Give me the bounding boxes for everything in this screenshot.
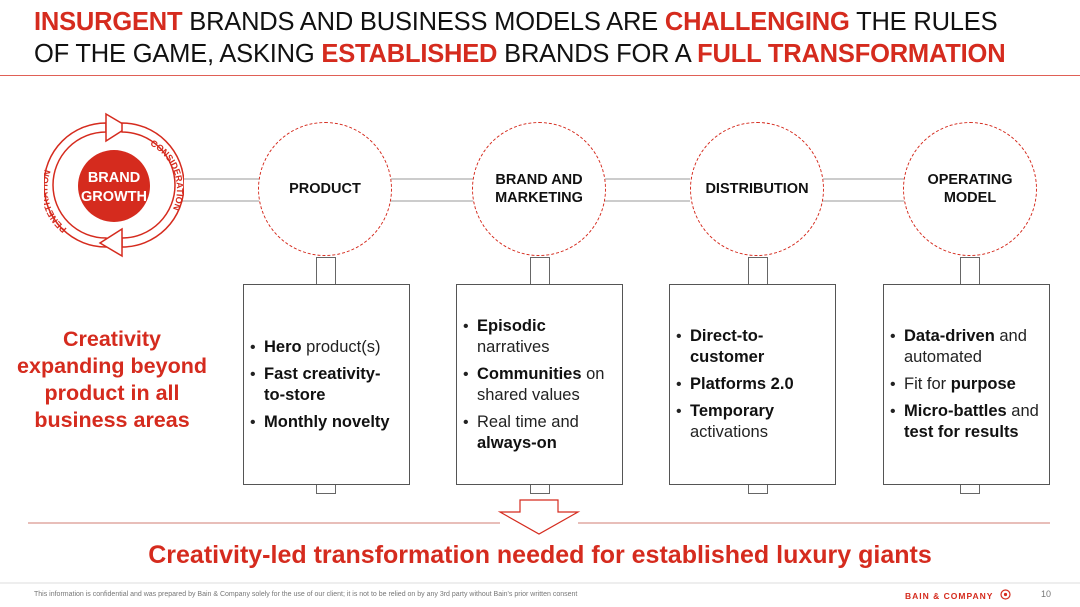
- pillar-name: OPERATING MODEL: [927, 172, 1013, 206]
- bullet-segment: always-on: [477, 433, 557, 452]
- bullet-item: Episodic narratives: [463, 316, 614, 358]
- pillar-circle-product: PRODUCT: [258, 122, 392, 256]
- conclusion-arrow-rule: [28, 499, 1050, 535]
- brand-growth-line2: GROWTH: [81, 189, 147, 205]
- bullet-segment: product(s): [301, 337, 381, 356]
- footer-disclaimer: This information is confidential and was…: [34, 591, 578, 598]
- pillar-circle-distribution: DISTRIBUTION: [690, 122, 824, 256]
- bullet-segment: Episodic: [477, 316, 546, 335]
- pillar-circle-brand-marketing: BRAND AND MARKETING: [472, 122, 606, 256]
- bain-logo-icon: [1000, 589, 1011, 600]
- bullet-segment: on shared values: [477, 364, 605, 404]
- bullet-item: Platforms 2.0: [676, 374, 827, 395]
- title-segment: BRANDS AND BUSINESS MODELS ARE: [182, 8, 665, 36]
- bullet-segment: Monthly novelty: [264, 412, 390, 431]
- bullet-item: Real time and always-on: [463, 412, 614, 454]
- title-segment: ESTABLISHED: [321, 40, 498, 68]
- bullet-item: Data-driven and automated: [890, 326, 1041, 368]
- bullet-segment: Hero: [264, 337, 302, 356]
- pillar-name: PRODUCT: [289, 181, 361, 197]
- pillar-box-distribution: Direct-to-customer Platforms 2.0 Temporary…: [669, 284, 836, 485]
- bullet-item: Monthly novelty: [250, 412, 401, 433]
- pillar-circle-operating-model: OPERATING MODEL: [903, 122, 1037, 256]
- tab-bottom: [748, 484, 768, 494]
- bullet-item: Hero product(s): [250, 337, 401, 358]
- creativity-statement: Creativity expanding beyond product in a…: [17, 327, 207, 432]
- bullet-item: Micro-battles and test for results: [890, 401, 1041, 443]
- title-segment: OF THE GAME, ASKING: [34, 40, 322, 68]
- cycle-arrowhead-bottom-icon: [98, 227, 123, 258]
- pillar-box-brand-marketing: Episodic narratives Communities on shared…: [456, 284, 623, 485]
- bullet-segment: Real time and: [477, 412, 579, 431]
- tab-top: [748, 257, 768, 285]
- title-segment: CHALLENGING: [664, 8, 850, 36]
- pillar-name: DISTRIBUTION: [705, 181, 809, 197]
- title-segment: BRANDS FOR A: [497, 40, 698, 68]
- pillar-box-operating-model: Data-driven and automated Fit for purpose…: [883, 284, 1050, 485]
- bullet-segment: Fast creativity-to-store: [264, 364, 381, 404]
- bullet-item: Temporary activations: [676, 401, 827, 443]
- title-line-2: OF THE GAME, ASKING ESTABLISHED BRANDS F…: [34, 38, 1074, 70]
- tab-bottom: [316, 484, 336, 494]
- title-segment: THE RULES: [849, 8, 998, 36]
- bullet-segment: Direct-to-customer: [690, 327, 765, 366]
- bain-logo-text: BAIN & COMPANY: [905, 591, 994, 601]
- pillar-box-product: Hero product(s) Fast creativity-to-store M…: [243, 284, 410, 485]
- bullet-segment: Platforms 2.0: [690, 375, 794, 393]
- bullet-segment: Data-driven: [904, 327, 995, 345]
- tab-bottom: [530, 484, 550, 494]
- bullet-segment: and: [1006, 402, 1039, 420]
- bain-logo: BAIN & COMPANY: [905, 589, 1011, 601]
- title-line-1: INSURGENT BRANDS AND BUSINESS MODELS ARE…: [34, 6, 1074, 38]
- bullet-segment: Temporary: [690, 402, 775, 420]
- title-underline: [0, 75, 1080, 76]
- title-segment: FULL TRANSFORMATION: [697, 40, 1006, 68]
- brand-growth-line1: BRAND: [88, 170, 140, 186]
- brand-growth-disc: [78, 150, 150, 222]
- bullet-segment: test for results: [904, 423, 1019, 441]
- bullet-segment: purpose: [950, 375, 1016, 393]
- slide-title: INSURGENT BRANDS AND BUSINESS MODELS ARE…: [34, 6, 1074, 70]
- cycle-arrowhead-top-icon: [105, 112, 130, 143]
- bullet-segment: activations: [690, 423, 768, 441]
- title-segment: INSURGENT: [34, 8, 183, 36]
- bullet-segment: Fit for: [904, 375, 951, 393]
- bullet-item: Fit for purpose: [890, 374, 1041, 395]
- bullet-segment: and automated: [904, 327, 1027, 366]
- page-number: 10: [1041, 589, 1052, 599]
- conclusion-text: Creativity-led transformation needed for…: [148, 541, 932, 569]
- pillar-name: BRAND AND MARKETING: [495, 172, 583, 206]
- down-arrow-icon: [497, 499, 581, 535]
- bullet-segment: narratives: [477, 337, 550, 356]
- tab-top: [316, 257, 336, 285]
- tab-top: [960, 257, 980, 285]
- cycle-arc-right: [121, 122, 185, 248]
- brand-growth-cycle: BRAND GROWTH PENETRATION CONSIDERATION: [39, 110, 185, 260]
- tab-top: [530, 257, 550, 285]
- bullet-segment: Micro-battles: [904, 402, 1007, 420]
- bullet-item: Fast creativity-to-store: [250, 364, 401, 406]
- bullet-segment: Communities: [477, 364, 582, 383]
- bullet-item: Direct-to-customer: [676, 326, 827, 368]
- bullet-item: Communities on shared values: [463, 364, 614, 406]
- tab-bottom: [960, 484, 980, 494]
